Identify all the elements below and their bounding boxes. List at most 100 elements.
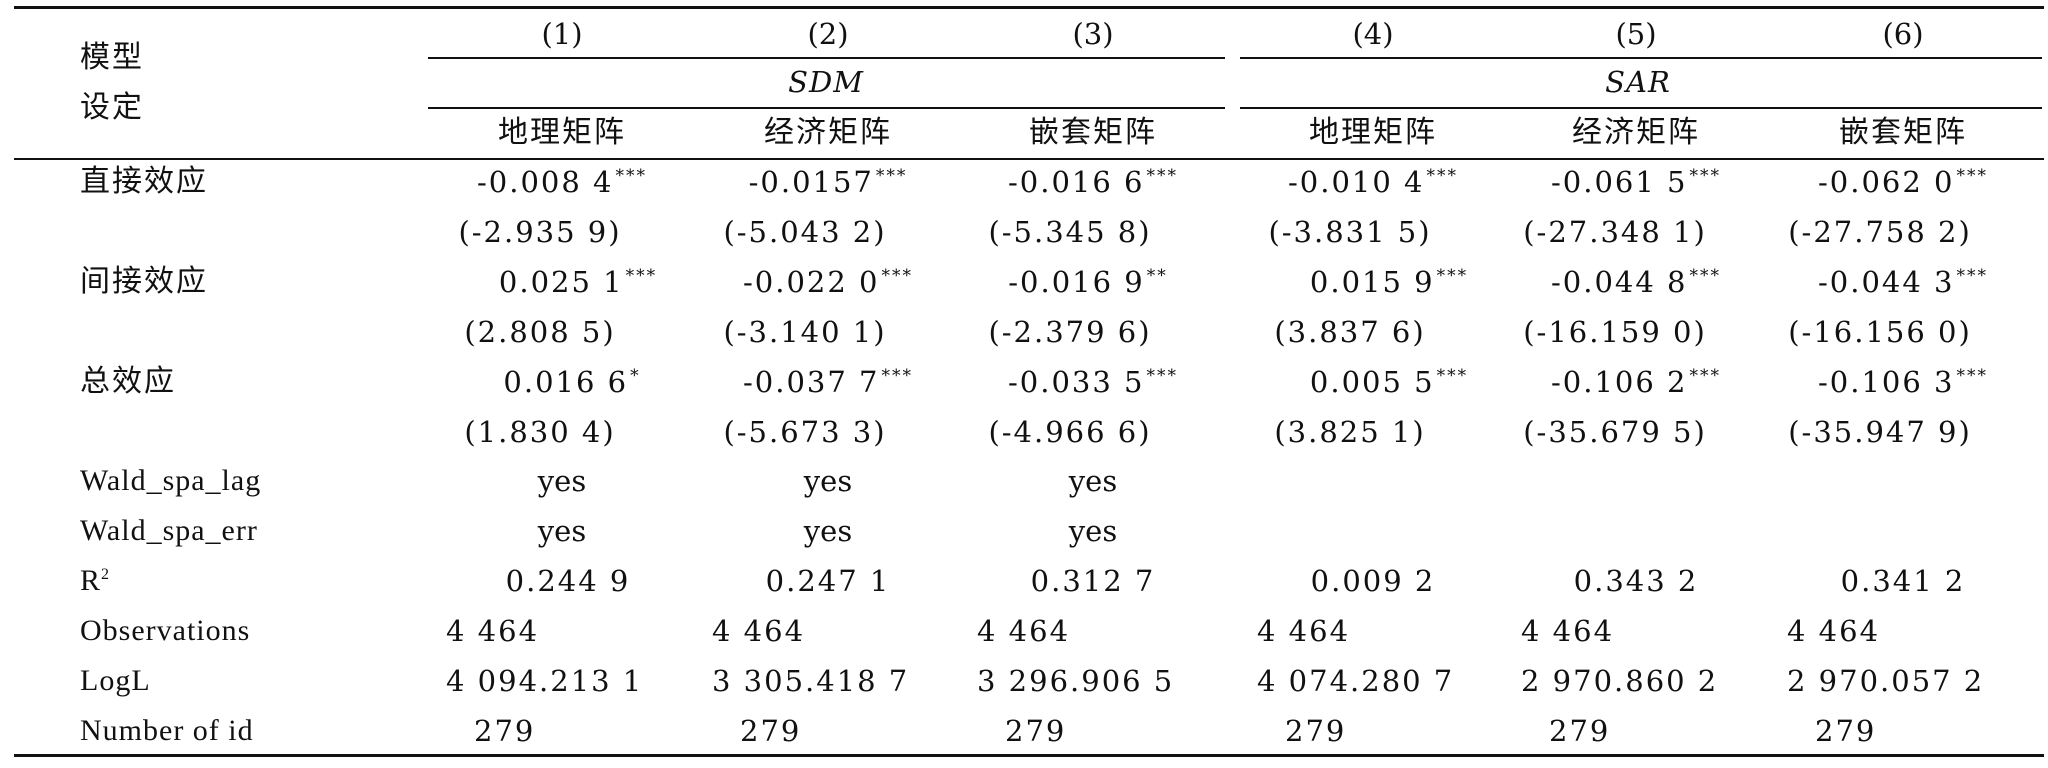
direct-tstat: (-3.831 5) bbox=[1268, 215, 1432, 249]
total-coef: -0.037 7 *** bbox=[743, 364, 913, 400]
significance-stars: *** bbox=[881, 266, 913, 287]
indirect-coef-value: -0.016 9 bbox=[1008, 265, 1145, 299]
significance-stars: * bbox=[630, 366, 641, 387]
row-label-total: 总效应 bbox=[80, 364, 176, 399]
stub-label-model: 模型 bbox=[80, 40, 144, 75]
total-coef-value: -0.033 5 bbox=[1008, 365, 1145, 399]
total-coef-value: -0.106 2 bbox=[1551, 365, 1688, 399]
matrix-header-3: 嵌套矩阵 bbox=[1029, 115, 1157, 150]
row-label-observations: Observations bbox=[80, 614, 251, 647]
r2-base: R bbox=[80, 564, 102, 597]
bottom-rule bbox=[14, 754, 2044, 757]
r2-superscript: 2 bbox=[101, 566, 111, 583]
total-coef: 0.005 5 *** bbox=[1310, 364, 1468, 400]
matrix-header-5: 经济矩阵 bbox=[1572, 115, 1700, 150]
sar-group-rule bbox=[1240, 107, 2042, 109]
group-header-sar: SAR bbox=[1605, 65, 1671, 99]
r2-value: 0.343 2 bbox=[1573, 564, 1699, 598]
row-label-number-of-id: Number of id bbox=[80, 714, 254, 747]
indirect-coef: 0.015 9 *** bbox=[1310, 264, 1468, 300]
indirect-coef-value: 0.025 1 bbox=[498, 265, 624, 299]
total-coef: -0.106 3 *** bbox=[1818, 364, 1988, 400]
significance-stars: *** bbox=[1689, 366, 1721, 387]
number-of-id-value: 279 bbox=[474, 714, 536, 748]
matrix-header-2: 经济矩阵 bbox=[764, 115, 892, 150]
direct-coef: -0.010 4 *** bbox=[1288, 164, 1458, 200]
r2-value: 0.312 7 bbox=[1030, 564, 1156, 598]
indirect-coef: -0.044 3 *** bbox=[1818, 264, 1988, 300]
total-tstat: (1.830 4) bbox=[464, 415, 616, 449]
indirect-coef-value: -0.044 8 bbox=[1551, 265, 1688, 299]
total-coef-value: -0.037 7 bbox=[743, 365, 880, 399]
direct-coef-value: -0.010 4 bbox=[1288, 165, 1425, 199]
direct-coef-value: -0.061 5 bbox=[1551, 165, 1688, 199]
observations-value: 4 464 bbox=[1521, 614, 1615, 648]
indirect-tstat: (-16.159 0) bbox=[1523, 315, 1707, 349]
row-label-wald-err: Wald_spa_err bbox=[80, 514, 258, 547]
wald-err-value: yes bbox=[803, 514, 853, 548]
indirect-tstat: (-3.140 1) bbox=[723, 315, 887, 349]
total-coef: 0.016 6 * bbox=[503, 364, 640, 400]
direct-coef-value: -0.008 4 bbox=[477, 165, 614, 199]
logl-value: 2 970.057 2 bbox=[1787, 664, 1985, 698]
number-of-id-value: 279 bbox=[1549, 714, 1611, 748]
r2-value: 0.341 2 bbox=[1840, 564, 1966, 598]
r2-value: 0.247 1 bbox=[765, 564, 891, 598]
direct-coef-value: -0.062 0 bbox=[1818, 165, 1955, 199]
col-number-1: (1) bbox=[541, 17, 583, 51]
wald-lag-value: yes bbox=[803, 464, 853, 498]
col-number-2: (2) bbox=[807, 17, 849, 51]
matrix-header-6: 嵌套矩阵 bbox=[1839, 115, 1967, 150]
row-label-direct: 直接效应 bbox=[80, 164, 208, 199]
logl-value: 4 074.280 7 bbox=[1257, 664, 1455, 698]
significance-stars: *** bbox=[1956, 266, 1988, 287]
significance-stars: *** bbox=[881, 366, 913, 387]
col-number-5: (5) bbox=[1615, 17, 1657, 51]
direct-coef: -0.0157 *** bbox=[749, 164, 908, 200]
col-number-6: (6) bbox=[1882, 17, 1924, 51]
total-coef-value: 0.016 6 bbox=[503, 365, 629, 399]
significance-stars: *** bbox=[1436, 366, 1469, 387]
row-label-logl: LogL bbox=[80, 664, 151, 697]
direct-tstat: (-27.758 2) bbox=[1788, 215, 1972, 249]
direct-coef-value: -0.016 6 bbox=[1008, 165, 1145, 199]
indirect-coef: -0.044 8 *** bbox=[1551, 264, 1721, 300]
direct-tstat: (-5.043 2) bbox=[723, 215, 887, 249]
row-label-r2: R2 bbox=[80, 563, 110, 599]
total-tstat: (-4.966 6) bbox=[988, 415, 1152, 449]
direct-tstat: (-5.345 8) bbox=[988, 215, 1152, 249]
indirect-coef: -0.022 0 *** bbox=[743, 264, 913, 300]
wald-lag-value: yes bbox=[537, 464, 587, 498]
total-tstat: (-35.679 5) bbox=[1523, 415, 1707, 449]
total-coef-value: 0.005 5 bbox=[1309, 365, 1435, 399]
sdm-group-rule bbox=[428, 107, 1225, 109]
sdm-col-number-rule bbox=[428, 57, 1225, 59]
significance-stars: *** bbox=[1689, 266, 1721, 287]
indirect-tstat: (2.808 5) bbox=[464, 315, 616, 349]
total-tstat: (-5.673 3) bbox=[723, 415, 887, 449]
significance-stars: *** bbox=[875, 166, 908, 187]
col-number-3: (3) bbox=[1072, 17, 1114, 51]
total-coef: -0.033 5 *** bbox=[1008, 364, 1178, 400]
row-label-indirect: 间接效应 bbox=[80, 264, 208, 299]
logl-value: 3 296.906 5 bbox=[977, 664, 1175, 698]
group-header-sdm: SDM bbox=[788, 65, 864, 99]
total-coef-value: -0.106 3 bbox=[1818, 365, 1955, 399]
total-coef: -0.106 2 *** bbox=[1551, 364, 1721, 400]
number-of-id-value: 279 bbox=[740, 714, 802, 748]
observations-value: 4 464 bbox=[1787, 614, 1881, 648]
logl-value: 2 970.860 2 bbox=[1521, 664, 1719, 698]
observations-value: 4 464 bbox=[712, 614, 806, 648]
col-number-4: (4) bbox=[1352, 17, 1394, 51]
wald-err-value: yes bbox=[537, 514, 587, 548]
direct-tstat: (-27.348 1) bbox=[1523, 215, 1707, 249]
header-bottom-rule bbox=[14, 158, 2044, 160]
significance-stars: *** bbox=[1956, 366, 1988, 387]
direct-coef: -0.061 5 *** bbox=[1551, 164, 1721, 200]
direct-coef: -0.016 6 *** bbox=[1008, 164, 1178, 200]
significance-stars: *** bbox=[1146, 366, 1178, 387]
total-tstat: (-35.947 9) bbox=[1788, 415, 1972, 449]
direct-coef-value: -0.0157 bbox=[748, 165, 874, 199]
number-of-id-value: 279 bbox=[1285, 714, 1347, 748]
